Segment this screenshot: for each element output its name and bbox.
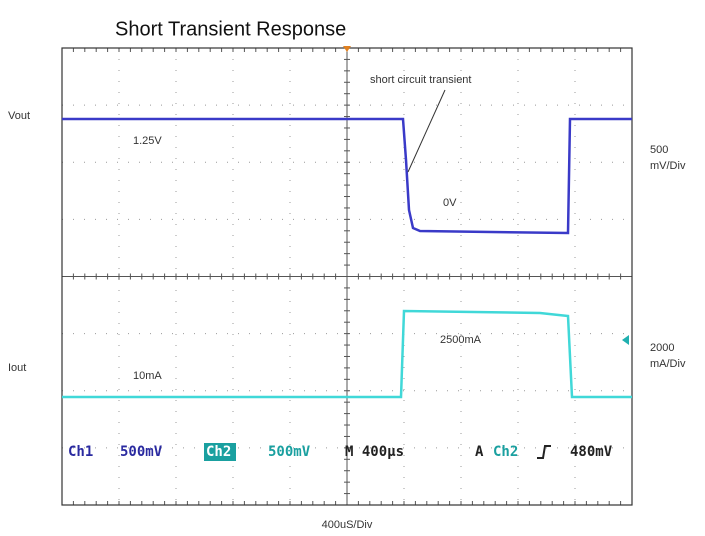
trigger-marker xyxy=(343,46,351,52)
status-timebase: M 400µs xyxy=(345,444,404,460)
vout-scale: 500 xyxy=(650,144,668,156)
title: Short Transient Response xyxy=(115,18,346,40)
iout-label: Iout xyxy=(8,362,26,374)
vout-low: 0V xyxy=(443,197,457,209)
annotation: short circuit transient xyxy=(370,74,471,86)
status-trigger-mode: A xyxy=(475,444,484,460)
iout-scale-unit: mA/Div xyxy=(650,358,686,370)
status-trigger-level: 480mV xyxy=(570,444,613,460)
scope-grid xyxy=(62,48,632,505)
iout-scale: 2000 xyxy=(650,342,674,354)
status-ch1: Ch1 xyxy=(68,444,93,460)
annotation-leader xyxy=(407,89,446,173)
vout-scale-unit: mV/Div xyxy=(650,160,686,172)
x-label: 400uS/Div xyxy=(322,519,373,531)
vout-label: Vout xyxy=(8,110,30,122)
iout-high: 2500mA xyxy=(440,334,482,346)
ch2-highlight xyxy=(204,443,236,461)
vout-trace xyxy=(62,117,632,235)
status-ch2: Ch2 xyxy=(206,444,231,460)
status-bar: Ch1 500mV Ch2 500mV M 400µs A Ch2 480mV xyxy=(68,443,613,461)
status-ch2-scale: 500mV xyxy=(268,444,311,460)
status-ch1-scale: 500mV xyxy=(120,444,163,460)
trigger-edge xyxy=(537,445,551,459)
vout-high: 1.25V xyxy=(133,135,162,147)
ch2-marker xyxy=(622,335,629,345)
iout-trace xyxy=(62,309,632,399)
iout-low: 10mA xyxy=(133,370,162,382)
status-trigger-source: Ch2 xyxy=(493,444,518,460)
